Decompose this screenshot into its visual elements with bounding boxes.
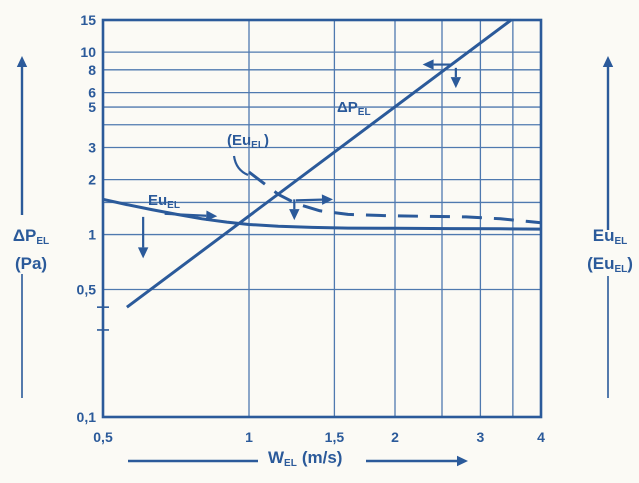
- y-tick-label: 6: [88, 85, 96, 101]
- curve-label-dp-el: ΔPEL: [337, 99, 371, 119]
- x-tick-label: 1,5: [325, 429, 345, 445]
- y-tick-label: 5: [88, 99, 96, 115]
- left-axis-symbol: ΔPEL: [12, 226, 50, 247]
- reading-arrow-3-stem: [295, 198, 323, 202]
- reading-arrow-1-head: [205, 210, 218, 221]
- right-axis-up-arrow-head: [602, 56, 614, 67]
- y-tick-label: 0,1: [77, 409, 97, 425]
- y-tick-label: 10: [80, 44, 96, 60]
- y-tick-label: 0,5: [77, 281, 97, 297]
- curve-label-eu-el-paren: (EuEL): [227, 132, 269, 152]
- eu-paren-label-leader: [232, 155, 249, 177]
- x-tick-label: 2: [391, 429, 399, 445]
- curve-label-eu-el: EuEL: [148, 192, 180, 212]
- y-tick-label: 8: [88, 62, 96, 78]
- x-tick-label: 0,5: [93, 429, 113, 445]
- series-eu-el-dashed: [248, 170, 542, 225]
- reading-arrow-1-stem: [164, 212, 207, 217]
- reading-arrow-0-head: [137, 247, 149, 259]
- right-axis-symbol-paren: (EuEL): [587, 254, 633, 275]
- x-axis-direction-arrow-head: [457, 455, 468, 467]
- plot-border: [101, 18, 543, 419]
- reading-arrow-4-head: [422, 59, 434, 70]
- x-tick-label: 3: [477, 429, 485, 445]
- reading-arrow-2-head: [289, 209, 300, 221]
- x-axis-title: WEL (m/s): [268, 448, 343, 469]
- right-axis-symbol: EuEL: [592, 226, 628, 247]
- x-tick-label: 4: [537, 429, 545, 445]
- series-dp-el-line: [126, 18, 512, 309]
- y-tick-label: 1: [88, 227, 96, 243]
- reading-arrow-5-head: [450, 77, 462, 89]
- left-axis-unit: (Pa): [14, 254, 48, 273]
- reading-arrow-3-head: [321, 194, 333, 205]
- y-tick-label: 3: [88, 140, 96, 156]
- right-axis-title: EuEL (EuEL): [579, 225, 639, 281]
- y-tick-label: 2: [88, 172, 96, 188]
- series-eu-el-solid: [102, 197, 542, 231]
- left-axis-title: ΔPEL (Pa): [0, 225, 62, 275]
- left-axis-up-arrow-head: [16, 56, 28, 67]
- x-tick-label: 1: [245, 429, 253, 445]
- y-tick-label: 15: [80, 12, 96, 28]
